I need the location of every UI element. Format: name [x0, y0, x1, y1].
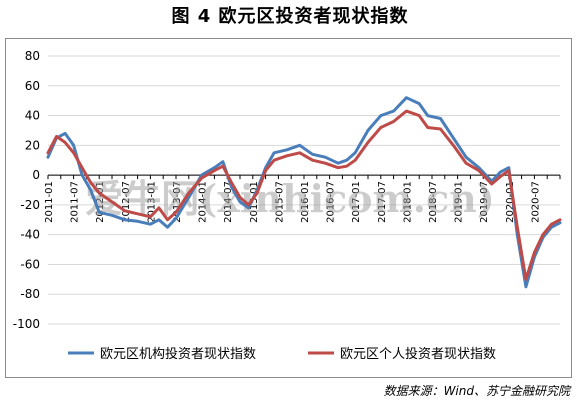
x-tick-label: 2012-01 [95, 181, 106, 223]
series-line [46, 96, 562, 289]
source-note: 数据来源：Wind、苏宁金融研究院 [383, 384, 570, 398]
y-tick-label: -60 [20, 257, 40, 271]
x-tick-label: 2020-01 [505, 181, 516, 223]
x-tick-label: 2019-01 [454, 181, 465, 223]
x-tick-label: 2017-01 [351, 181, 362, 223]
y-tick-label: -80 [20, 287, 40, 301]
y-tick-label: 20 [25, 138, 40, 152]
x-tick-label: 2020-07 [530, 181, 541, 223]
x-tick-label: 2013-07 [172, 181, 183, 223]
x-tick-label: 2011-07 [70, 181, 81, 223]
y-tick-label: -40 [20, 228, 40, 242]
y-tick-label: 0 [32, 168, 40, 182]
x-tick-label: 2015-07 [274, 181, 285, 223]
x-tick-label: 2018-07 [428, 181, 439, 223]
x-tick-label: 2016-01 [300, 181, 311, 223]
y-tick-label: -100 [13, 317, 40, 331]
x-tick-label: 2014-07 [223, 181, 234, 223]
chart-title: 图 4 欧元区投资者现状指数 [171, 6, 409, 27]
y-tick-label: 60 [25, 79, 40, 93]
x-tick-label: 2011-01 [44, 181, 55, 223]
x-tick-label: 2016-07 [326, 181, 337, 223]
x-tick-label: 2019-07 [479, 181, 490, 223]
legend-label: 欧元区个人投资者现状指数 [340, 346, 496, 362]
x-tick-label: 2017-07 [377, 181, 388, 223]
watermark: 爱牛网(xinhicom.cn) [85, 176, 494, 221]
y-tick-label: 80 [25, 49, 40, 63]
x-tick-label: 2018-01 [402, 181, 413, 223]
legend-label: 欧元区机构投资者现状指数 [100, 346, 256, 362]
x-tick-label: 2013-01 [146, 181, 157, 223]
chart-frame [5, 38, 572, 378]
x-tick-label: 2015-01 [249, 181, 260, 223]
series-line [46, 109, 562, 281]
y-tick-label: 40 [25, 109, 40, 123]
x-tick-label: 2014-01 [198, 181, 209, 223]
x-tick-label: 2012-07 [121, 181, 132, 223]
y-tick-label: -20 [20, 198, 40, 212]
